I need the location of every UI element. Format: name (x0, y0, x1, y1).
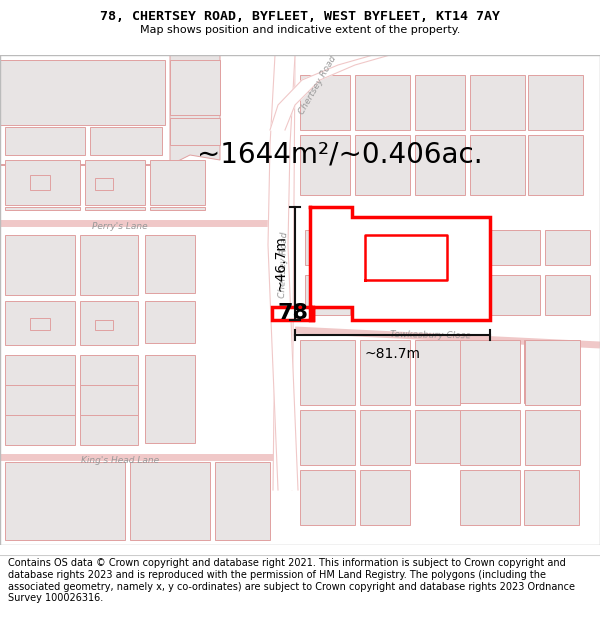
Bar (170, 118, 220, 145)
Bar (460, 470, 520, 525)
Text: Tewkesbury Close: Tewkesbury Close (389, 330, 470, 340)
Bar (215, 462, 270, 540)
Text: ~46.7m: ~46.7m (273, 236, 287, 291)
Bar (5, 385, 75, 415)
Bar (490, 230, 540, 265)
Bar (524, 340, 579, 403)
Text: ~81.7m: ~81.7m (365, 347, 421, 361)
Bar (528, 135, 583, 195)
Text: 78: 78 (277, 303, 308, 323)
Bar (525, 340, 580, 405)
Bar (30, 175, 50, 190)
Polygon shape (0, 55, 220, 165)
Bar (470, 135, 525, 195)
Text: King's Head Lane: King's Head Lane (81, 456, 159, 466)
Bar (150, 160, 205, 205)
Bar (360, 410, 410, 465)
Text: Perry's Lane: Perry's Lane (92, 222, 148, 231)
Bar (300, 470, 355, 525)
Bar (415, 410, 460, 463)
Bar (545, 275, 590, 315)
Bar (355, 75, 410, 130)
Text: ~1644m²/~0.406ac.: ~1644m²/~0.406ac. (197, 141, 483, 169)
Bar (460, 410, 520, 465)
Bar (80, 355, 138, 445)
Bar (360, 340, 410, 405)
Bar (355, 135, 410, 195)
Bar (80, 301, 138, 345)
Bar (360, 470, 410, 525)
Bar (80, 235, 138, 295)
Bar (300, 75, 350, 130)
Bar (90, 127, 162, 155)
Bar (130, 462, 210, 540)
Bar (415, 75, 465, 130)
Bar (150, 207, 205, 210)
Bar (545, 230, 590, 265)
Bar (5, 207, 80, 210)
Bar (525, 410, 580, 465)
Bar (5, 301, 75, 345)
Bar (170, 60, 220, 115)
Bar (95, 178, 113, 190)
Polygon shape (270, 55, 390, 130)
Bar (528, 75, 583, 130)
Polygon shape (272, 207, 490, 320)
Bar (145, 235, 195, 293)
Bar (524, 470, 579, 525)
Bar (350, 225, 380, 245)
Text: Chertsey Road: Chertsey Road (298, 54, 338, 116)
Text: Contains OS data © Crown copyright and database right 2021. This information is : Contains OS data © Crown copyright and d… (8, 559, 575, 603)
Bar (300, 340, 355, 405)
Bar (5, 127, 85, 155)
Bar (145, 301, 195, 343)
Bar (5, 462, 125, 540)
Bar (5, 160, 80, 205)
Bar (145, 355, 195, 443)
Bar (0, 60, 165, 125)
Text: Map shows position and indicative extent of the property.: Map shows position and indicative extent… (140, 25, 460, 35)
Bar (5, 235, 75, 295)
Bar (305, 230, 350, 265)
Bar (300, 135, 350, 195)
Bar (85, 160, 145, 205)
Bar (490, 275, 540, 315)
Bar (415, 340, 460, 405)
Text: Chertsey Road: Chertsey Road (278, 232, 290, 298)
Bar (85, 207, 145, 210)
Bar (415, 135, 465, 195)
Bar (95, 320, 113, 330)
Bar (300, 410, 355, 465)
Polygon shape (268, 55, 298, 490)
Bar (310, 215, 345, 240)
Bar (470, 75, 525, 130)
Bar (460, 340, 520, 403)
Text: 78, CHERTSEY ROAD, BYFLEET, WEST BYFLEET, KT14 7AY: 78, CHERTSEY ROAD, BYFLEET, WEST BYFLEET… (100, 10, 500, 23)
Bar (5, 355, 75, 445)
Bar (30, 318, 50, 330)
Bar (305, 275, 350, 315)
Bar (80, 385, 138, 415)
